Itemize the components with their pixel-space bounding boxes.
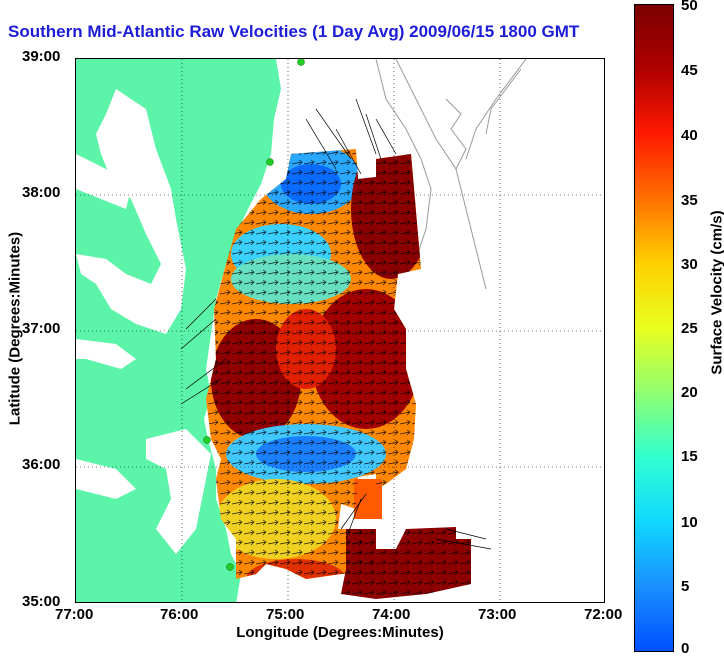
colorbar-tick: 25	[681, 320, 698, 337]
y-tick: 38:00	[22, 184, 61, 201]
colorbar-tick: 50	[681, 0, 698, 14]
map-title: Southern Mid-Atlantic Raw Velocities (1 …	[8, 22, 580, 41]
x-tick: 76:00	[160, 606, 199, 623]
colorbar-tick: 0	[681, 640, 690, 657]
colorbar	[634, 4, 674, 652]
colorbar-tick: 5	[681, 578, 690, 595]
colorbar-label: Surface Velocity (cm/s)	[708, 210, 724, 375]
colorbar-gradient	[635, 5, 673, 651]
radar-stations	[203, 59, 305, 571]
station-marker	[297, 59, 305, 66]
y-tick: 39:00	[22, 48, 61, 65]
x-tick: 77:00	[55, 606, 94, 623]
y-tick: 36:00	[22, 456, 61, 473]
x-axis-label: Longitude (Degrees:Minutes)	[236, 624, 444, 641]
y-tick: 37:00	[22, 320, 61, 337]
map-grid	[76, 59, 604, 602]
colorbar-tick: 40	[681, 127, 698, 144]
chesapeake-bay	[76, 89, 186, 334]
bathymetry-contours	[375, 59, 527, 290]
colorbar-tick: 10	[681, 514, 698, 531]
colorbar-tick: 30	[681, 256, 698, 273]
velocity-map	[75, 58, 605, 603]
station-marker	[203, 436, 211, 444]
colorbar-tick: 35	[681, 192, 698, 209]
colorbar-tick: 15	[681, 448, 698, 465]
y-tick: 35:00	[22, 593, 61, 610]
velocity-vectors	[180, 98, 492, 550]
map-canvas	[76, 59, 604, 602]
colorbar-tick: 20	[681, 384, 698, 401]
x-tick: 73:00	[478, 606, 517, 623]
station-marker	[266, 158, 274, 166]
pamlico-sound	[146, 429, 211, 554]
x-tick: 75:00	[266, 606, 305, 623]
station-marker	[226, 563, 234, 571]
x-tick: 74:00	[372, 606, 411, 623]
y-axis-label: Latitude (Degrees:Minutes)	[6, 231, 24, 426]
colorbar-tick: 45	[681, 62, 698, 79]
x-tick: 72:00	[584, 606, 623, 623]
